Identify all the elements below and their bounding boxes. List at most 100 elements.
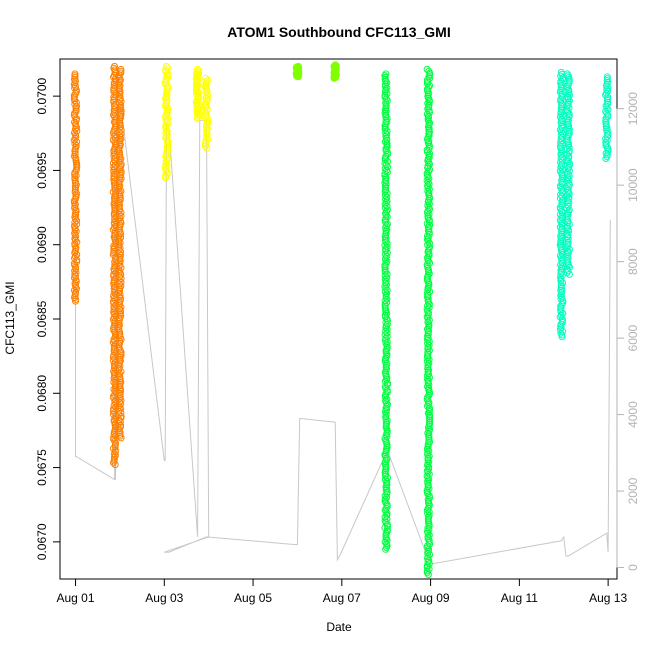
data-point: [110, 93, 118, 101]
data-point: [381, 72, 389, 80]
data-point: [163, 70, 171, 78]
data-point: [71, 140, 79, 148]
data-point: [115, 246, 123, 254]
data-point: [203, 96, 211, 104]
data-point: [73, 217, 81, 225]
data-point: [164, 64, 172, 72]
data-point: [424, 162, 432, 170]
data-point: [202, 89, 210, 97]
x-axis: Aug 01 Aug 03 Aug 05 Aug 07 Aug 09 Aug 11 Aug …: [57, 578, 627, 605]
data-point: [202, 114, 209, 122]
data-point: [424, 99, 432, 107]
data-point: [424, 495, 432, 503]
data-point: [425, 452, 433, 460]
data-point: [383, 225, 391, 233]
data-point: [294, 62, 302, 70]
data-point: [383, 540, 390, 548]
data-point: [604, 106, 612, 113]
data-point: [116, 334, 124, 342]
data-point: [116, 244, 124, 252]
data-point: [193, 109, 201, 117]
data-point: [383, 258, 391, 265]
data-point: [564, 267, 572, 275]
data-point: [381, 272, 389, 280]
data-point: [116, 337, 124, 345]
data-point: [563, 156, 571, 164]
data-point: [116, 74, 124, 82]
data-point: [72, 82, 79, 90]
data-point: [382, 504, 390, 512]
data-point: [71, 218, 79, 226]
data-point: [110, 450, 118, 458]
data-point: [383, 515, 391, 523]
y-tick-label: 0.0690: [35, 226, 49, 263]
data-point: [425, 67, 433, 75]
data-point: [381, 261, 389, 269]
data-point: [424, 302, 431, 310]
data-point: [382, 152, 390, 160]
data-point: [110, 271, 118, 278]
altitude-trace: [75, 104, 611, 565]
y-axis-label: CFC113_GMI: [3, 281, 17, 354]
data-point: [116, 273, 123, 281]
data-point: [383, 320, 391, 328]
data-point: [565, 104, 573, 112]
data-point: [424, 318, 432, 326]
data-point: [116, 373, 124, 381]
series-12: [602, 73, 612, 162]
data-point: [381, 297, 389, 305]
data-point: [163, 154, 171, 162]
data-point: [73, 256, 81, 264]
data-point: [424, 440, 432, 448]
data-point: [426, 425, 434, 433]
data-point: [203, 85, 211, 93]
data-point: [424, 467, 431, 475]
x-tick-label: Aug 05: [234, 591, 272, 605]
data-point: [72, 269, 80, 276]
data-point: [557, 128, 565, 136]
data-point: [558, 193, 566, 200]
data-point: [71, 100, 79, 108]
data-point: [111, 62, 118, 70]
y2-tick-label: 0: [626, 564, 640, 571]
x-tick-label: Aug 03: [145, 591, 183, 605]
data-point: [381, 288, 389, 296]
data-point: [426, 551, 434, 559]
data-point: [384, 401, 391, 408]
data-point: [110, 378, 118, 386]
data-point: [163, 161, 171, 169]
data-point: [72, 206, 80, 214]
data-point: [71, 125, 79, 133]
x-tick-label: Aug 13: [589, 591, 627, 605]
data-point: [424, 510, 432, 518]
data-point: [424, 187, 432, 195]
data-point: [383, 325, 391, 333]
data-point: [558, 315, 566, 323]
x-tick-label: Aug 11: [501, 591, 538, 605]
data-point: [383, 510, 391, 517]
data-point: [72, 154, 80, 162]
data-point: [116, 137, 124, 145]
data-point: [381, 165, 389, 173]
data-point: [424, 429, 432, 437]
data-point: [425, 185, 433, 193]
data-point: [425, 531, 433, 539]
data-point: [382, 340, 390, 348]
data-point: [426, 150, 433, 158]
data-point: [564, 197, 571, 205]
data-point: [112, 312, 119, 320]
data-point: [563, 150, 571, 158]
data-point: [423, 357, 431, 365]
data-point: [381, 250, 389, 258]
data-point: [424, 553, 432, 561]
data-point: [109, 410, 117, 418]
data-point: [161, 172, 169, 180]
data-point: [384, 149, 391, 156]
data-point: [383, 249, 391, 257]
y-tick-label: 0.0700: [35, 77, 49, 114]
data-point: [110, 71, 118, 79]
series-2: [115, 65, 125, 442]
data-point: [116, 418, 124, 426]
x-tick-label: Aug 01: [57, 591, 95, 605]
data-point: [116, 260, 124, 268]
